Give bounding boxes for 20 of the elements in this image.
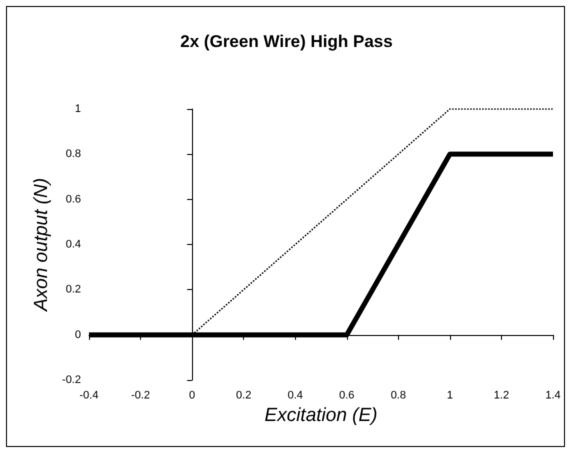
y-tick-label: 0 [74, 328, 81, 341]
x-tick-label: -0.4 [80, 390, 98, 402]
x-tick-label: 0.4 [288, 390, 303, 402]
y-tick-label: 1 [74, 103, 81, 115]
x-tick-label: 0.6 [339, 390, 354, 402]
x-tick-label: 1.4 [545, 390, 561, 402]
x-tick-label: 0 [189, 390, 196, 402]
y-tick-label: 0.2 [66, 284, 81, 296]
y-axis-title: Axon output (N) [31, 178, 52, 312]
x-tick-label: 1.2 [494, 390, 510, 402]
x-tick-label: 0.2 [236, 390, 252, 402]
y-tick-label: 0.4 [66, 238, 81, 250]
x-tick-label: 0.8 [390, 390, 406, 402]
y-tick-label: 0.6 [66, 193, 81, 206]
y-tick-label: 0.8 [66, 148, 81, 160]
y-tick-label: -0.2 [62, 374, 81, 386]
x-tick-label: 1 [446, 390, 453, 402]
x-axis-title: Excitation (E) [264, 405, 378, 426]
x-tick-label: -0.2 [131, 390, 150, 402]
chart-title: 2x (Green Wire) High Pass [180, 32, 393, 51]
